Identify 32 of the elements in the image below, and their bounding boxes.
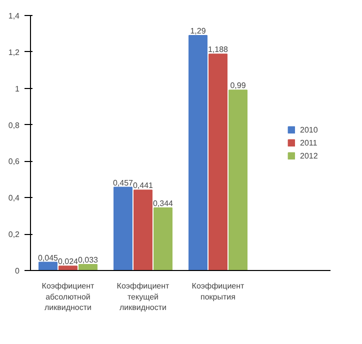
bar xyxy=(188,35,208,270)
data-label: 0,441 xyxy=(132,181,154,190)
data-label: 0,033 xyxy=(78,255,99,264)
bar xyxy=(114,186,132,270)
y-tick-label: 0,4 xyxy=(8,194,20,203)
data-label: 0,045 xyxy=(38,253,59,262)
data-label: 1,29 xyxy=(190,26,206,36)
y-tick-label: 1 xyxy=(15,84,20,94)
y-tick-label: 0,6 xyxy=(8,157,20,166)
bar xyxy=(134,190,152,270)
x-tick-label: Коэффициент текущей ликвидности xyxy=(116,282,170,312)
bar xyxy=(154,207,172,270)
y-tick-label: 0 xyxy=(15,266,20,276)
data-label: 0,344 xyxy=(152,198,174,208)
bar xyxy=(228,90,248,270)
data-label: 0,457 xyxy=(112,178,134,188)
y-tick-label: 1,4 xyxy=(8,12,20,20)
x-tick-label: Коэффициент покрытия xyxy=(192,282,245,302)
legend-label: 2010 xyxy=(300,125,319,134)
data-label: 1,188 xyxy=(208,45,229,54)
data-label: 0,024 xyxy=(58,257,79,266)
y-tick-label: 0,8 xyxy=(8,120,20,130)
bar xyxy=(58,266,78,270)
data-label: 0,99 xyxy=(230,81,246,90)
y-tick-label: 0,2 xyxy=(8,230,20,240)
legend-label: 2012 xyxy=(300,151,319,160)
bar xyxy=(208,54,228,270)
y-tick-label: 1,2 xyxy=(8,48,20,57)
bar xyxy=(38,262,58,270)
bar xyxy=(78,264,98,270)
x-tick-label: Коэффициент абсолютной ликвидности xyxy=(42,282,95,312)
legend-label: 2011 xyxy=(300,138,318,147)
